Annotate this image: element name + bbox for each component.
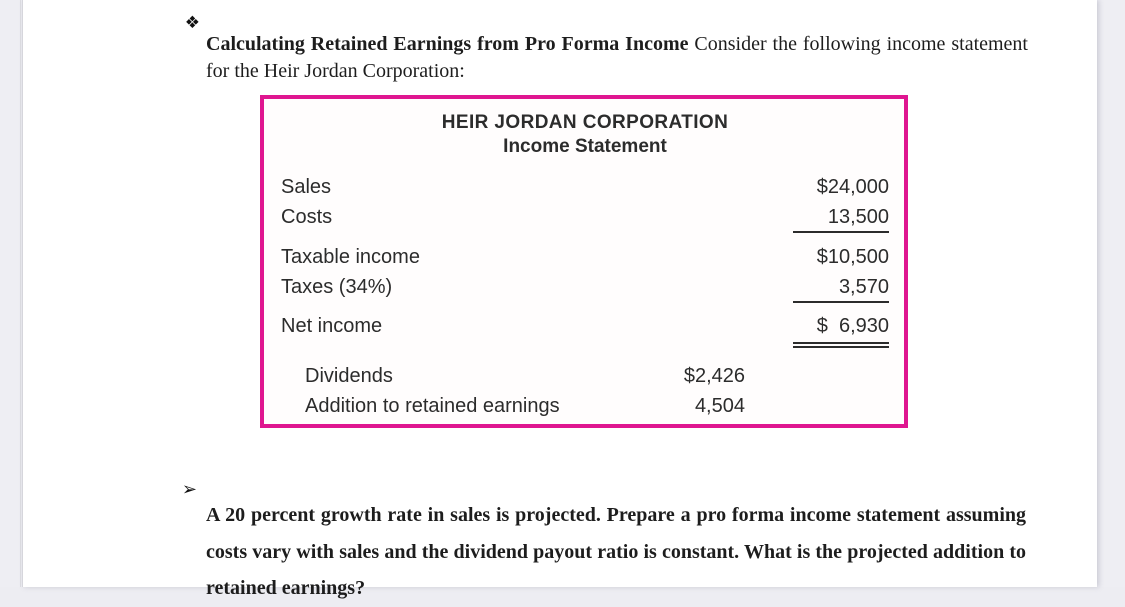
company-name: HEIR JORDAN CORPORATION [441, 112, 729, 133]
problem-intro-text: Consider the following income statement … [206, 33, 1028, 82]
row-mid-value: 4,504 [694, 395, 745, 417]
statement-row-taxes: Taxes (34%) 3,570 [281, 275, 889, 305]
row-amount-underlined: 3,570 [793, 275, 889, 303]
problem-intro-paragraph: Calculating Retained Earnings from Pro F… [206, 31, 1028, 85]
row-label: Net income [281, 315, 383, 337]
statement-row-dividends: Dividends $2,426 [281, 364, 889, 394]
row-label: Taxes (34%) [281, 276, 393, 298]
problem-title: Calculating Retained Earnings from Pro F… [206, 33, 689, 55]
income-statement-box: HEIR JORDAN CORPORATION Income Statement… [260, 95, 908, 428]
row-mid-value: $2,426 [683, 365, 745, 387]
row-amount: $10,500 [816, 246, 889, 268]
statement-title: Income Statement [503, 136, 667, 157]
row-amount-underlined: 13,500 [793, 205, 889, 233]
row-label: Costs [281, 206, 333, 228]
row-amount: $24,000 [816, 176, 889, 198]
statement-rows: Sales $24,000 Costs 13,500 Taxable incom… [281, 175, 889, 424]
question-paragraph: A 20 percent growth rate in sales is pro… [206, 504, 1026, 599]
arrow-bullet-icon: ➢ [181, 479, 197, 500]
statement-row-sales: Sales $24,000 [281, 175, 889, 205]
row-label: Addition to retained earnings [305, 395, 560, 417]
four-diamond-bullet-icon: ❖ [184, 13, 200, 33]
page-edge-left [0, 0, 21, 587]
row-amount-double-underlined: $ 6,930 [793, 314, 889, 348]
row-label: Dividends [305, 365, 393, 387]
page-edge-right [1098, 0, 1125, 587]
statement-row-net-income: Net income $ 6,930 [281, 314, 889, 348]
document-page: ❖ Calculating Retained Earnings from Pro… [22, 0, 1097, 599]
statement-row-costs: Costs 13,500 [281, 205, 889, 235]
statement-row-addition-retained-earnings: Addition to retained earnings 4,504 [281, 394, 889, 424]
row-label: Sales [281, 176, 332, 198]
statement-row-taxable-income: Taxable income $10,500 [281, 245, 889, 275]
row-label: Taxable income [281, 246, 420, 268]
